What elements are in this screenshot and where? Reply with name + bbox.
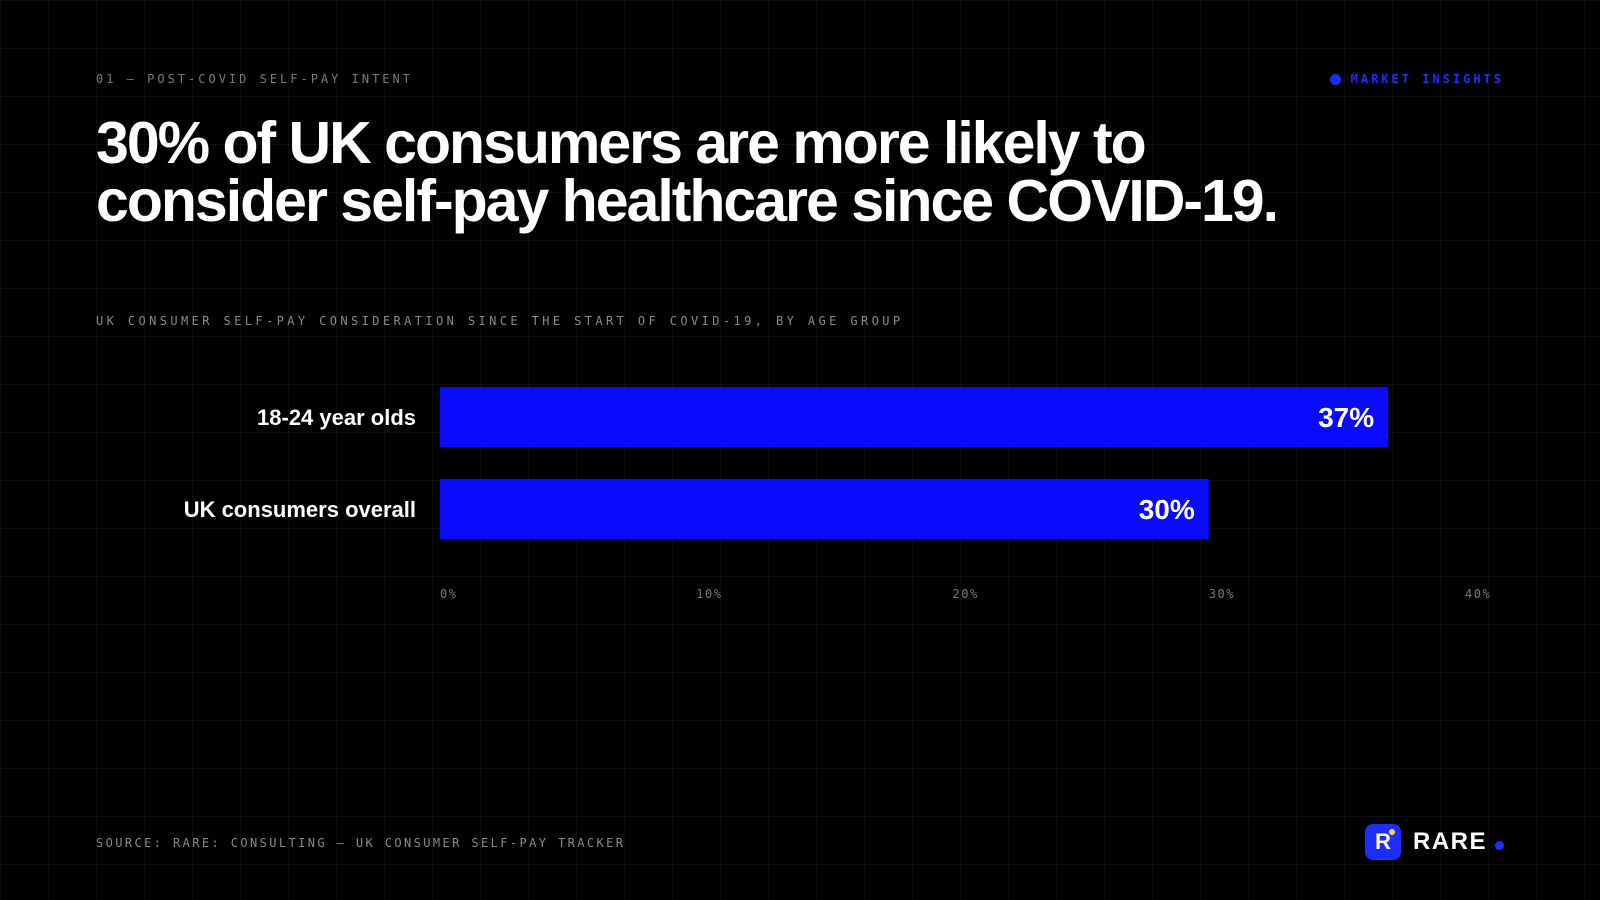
logo-spot — [1388, 829, 1395, 835]
bar-category-label: 18-24 year olds — [257, 405, 416, 430]
bar-value-label: 30% — [1139, 494, 1195, 525]
brand-lockup: R RARE — [1364, 824, 1504, 860]
x-tick-label: 20% — [953, 587, 979, 601]
x-tick-label: 40% — [1465, 587, 1491, 601]
x-tick-label: 30% — [1209, 587, 1235, 601]
logo-letter: R — [1375, 829, 1391, 854]
bar — [440, 387, 1389, 447]
market-insights-badge: MARKET INSIGHTS — [1329, 72, 1504, 86]
page-title: 30% of UK consumers are more likely to c… — [96, 110, 1279, 234]
source-note: SOURCE: RARE: CONSULTING — UK CONSUMER S… — [96, 836, 626, 850]
rare-logo-icon: R — [1364, 824, 1401, 860]
x-tick-label: 0% — [440, 587, 457, 601]
brand-dot-icon — [1495, 840, 1504, 850]
x-tick-label: 10% — [696, 587, 722, 601]
brand-name: RARE — [1412, 828, 1487, 855]
badge-label: MARKET INSIGHTS — [1350, 72, 1504, 86]
chart-title: UK CONSUMER SELF-PAY CONSIDERATION SINCE… — [96, 314, 904, 328]
dot-icon — [1329, 73, 1341, 85]
bar — [440, 479, 1209, 539]
bar-value-label: 37% — [1318, 402, 1374, 433]
bar-category-label: UK consumers overall — [184, 497, 416, 522]
section-eyebrow: 01 — POST-COVID SELF-PAY INTENT — [96, 72, 413, 86]
